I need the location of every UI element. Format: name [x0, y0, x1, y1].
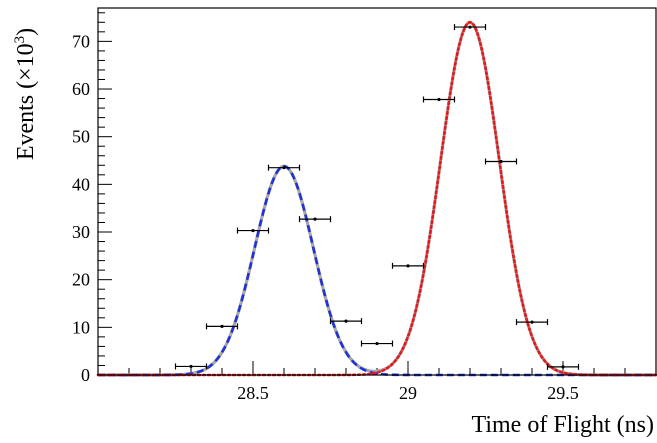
data-point	[515, 319, 549, 326]
x-tick-label: 29	[399, 383, 417, 403]
point-marker	[282, 166, 286, 170]
y-tick-label: 50	[72, 127, 90, 147]
x-axis-title: Time of Flight (ns)	[472, 412, 654, 438]
point-marker	[375, 341, 379, 346]
point-marker	[251, 228, 255, 233]
tick-labels: 0 10 20 30 40 50 60 70 28.5 29 29.5	[72, 31, 579, 403]
data-point	[298, 216, 332, 223]
y-tick-label: 0	[81, 365, 90, 385]
y-axis-title-main: Events (×10	[13, 43, 39, 160]
y-tick-label: 30	[72, 222, 90, 242]
point-marker	[437, 97, 441, 102]
axis-ticks	[98, 12, 626, 376]
data-point	[422, 96, 456, 103]
data-point	[484, 158, 518, 165]
y-tick-label: 40	[72, 174, 90, 194]
y-tick-label: 60	[72, 79, 90, 99]
data-point	[546, 363, 580, 370]
y-tick-label: 20	[72, 270, 90, 290]
point-marker	[499, 159, 503, 164]
point-marker	[406, 264, 410, 268]
point-marker	[468, 25, 472, 29]
point-marker	[220, 324, 224, 328]
plot-frame	[97, 7, 657, 376]
data-point	[329, 318, 363, 325]
x-tick-label: 29.5	[547, 383, 579, 403]
point-marker	[344, 319, 348, 323]
data-point	[360, 340, 394, 347]
y-tick-label: 10	[72, 317, 90, 337]
data-point	[174, 363, 208, 370]
data-point	[236, 227, 270, 234]
x-tick-label: 28.5	[237, 383, 269, 403]
data-point	[453, 24, 487, 31]
data-point	[205, 323, 239, 330]
point-marker	[530, 320, 534, 324]
data-point	[267, 164, 301, 171]
y-axis-title-exponent: 3	[12, 36, 28, 44]
point-marker	[313, 217, 317, 221]
y-axis-title: Events (×103)	[12, 28, 39, 160]
y-tick-label: 70	[72, 31, 90, 51]
data-points	[174, 24, 580, 370]
data-point	[391, 262, 425, 269]
point-marker	[561, 365, 565, 369]
y-axis-title-close: )	[13, 28, 39, 36]
point-marker	[189, 364, 193, 369]
